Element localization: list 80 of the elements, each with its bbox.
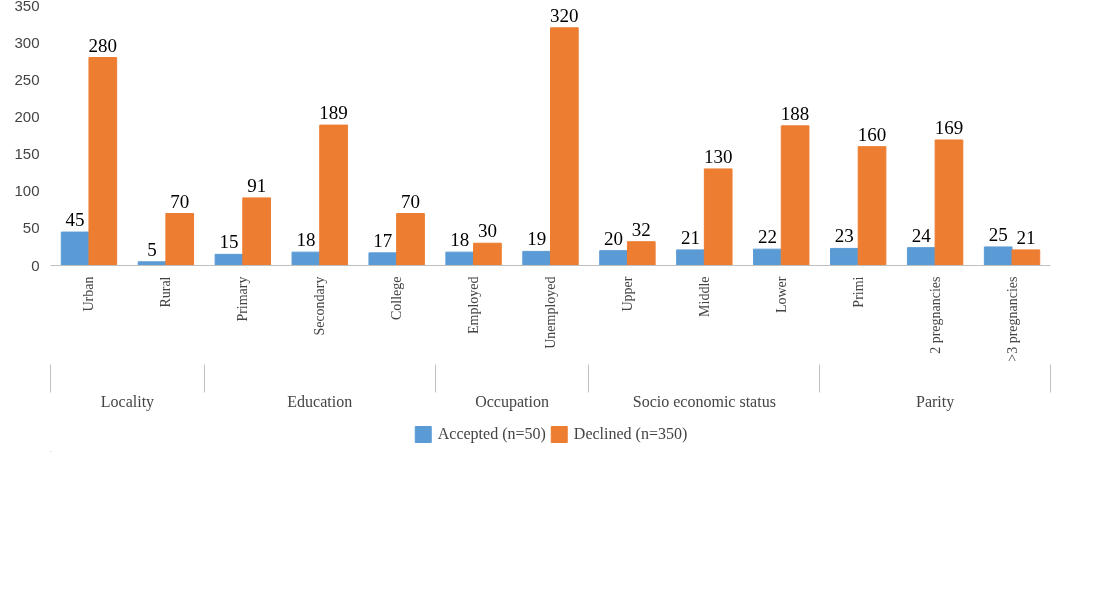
data-label: 91 [247, 174, 267, 196]
bar [88, 57, 118, 266]
data-label: 280 [88, 34, 118, 56]
data-label: 18 [296, 229, 316, 251]
text: Parity [916, 392, 955, 411]
text: Socio economic status [632, 392, 776, 410]
x-tick-label: Secondary [312, 276, 328, 336]
bar [60, 231, 90, 266]
x-tick-label: Upper [619, 276, 635, 312]
bar [137, 261, 167, 266]
bar [983, 246, 1013, 266]
y-tick-label: 50 [22, 219, 40, 237]
data-label: 30 [477, 220, 497, 242]
bar [1011, 249, 1041, 266]
y-tick-label: 250 [14, 70, 40, 88]
y-tick-label: 300 [14, 33, 40, 51]
x-tick-label: Lower [773, 276, 789, 314]
text: Occupation [475, 392, 549, 411]
data-label: 45 [65, 209, 85, 231]
data-label: 70 [170, 190, 190, 212]
bar [291, 251, 321, 266]
bar [906, 247, 936, 266]
bar [214, 253, 244, 266]
data-label: 130 [703, 145, 733, 167]
x-tick-label: Unemployed [543, 276, 558, 349]
x-tick-label: 2 pregnancies [927, 276, 943, 354]
data-label: 24 [911, 224, 932, 246]
x-tick-label: Rural [158, 276, 174, 308]
data-label: 21 [1016, 226, 1036, 248]
data-label: 32 [631, 218, 651, 240]
bar [522, 250, 551, 266]
data-label: 320 [550, 4, 579, 26]
data-label: 19 [527, 228, 547, 250]
y-tick-label: 100 [14, 182, 40, 200]
y-tick-label: 200 [14, 107, 40, 125]
data-label: 22 [757, 226, 777, 248]
legend-label: Accepted (n=50) [437, 425, 546, 443]
data-label: 160 [857, 123, 887, 145]
data-label: 5 [147, 238, 157, 260]
y-tick-label: 0 [31, 256, 40, 274]
x-tick-label: Primi [850, 276, 866, 308]
x-tick-label: College [389, 276, 405, 321]
bar [599, 250, 628, 266]
x-tick-label: Employed [466, 276, 482, 335]
x-tick-label: >3 pregnancies [1004, 276, 1020, 362]
bar [396, 213, 425, 266]
data-label: 25 [988, 223, 1008, 245]
data-label: 169 [934, 116, 964, 138]
data-label: 18 [450, 229, 470, 251]
x-tick-label: Urban [81, 276, 97, 312]
y-tick-label: 350 [14, 0, 40, 14]
text: Education [287, 392, 353, 410]
bar [445, 251, 475, 266]
x-tick-label: Primary [235, 276, 251, 322]
bar [780, 125, 810, 266]
data-label: 70 [401, 190, 420, 212]
bar [368, 252, 398, 266]
data-label: 17 [373, 229, 393, 251]
bar [626, 241, 656, 266]
data-label: 23 [834, 225, 854, 247]
bar [550, 27, 579, 266]
bar [473, 242, 502, 266]
bar [319, 124, 348, 266]
bar [830, 247, 859, 266]
bar [753, 248, 782, 266]
bar [676, 249, 705, 266]
bar [165, 213, 195, 266]
bar [242, 197, 271, 266]
data-label: 15 [219, 231, 239, 253]
x-tick-label: Middle [696, 276, 712, 317]
data-label: 188 [780, 102, 810, 124]
text: Locality [100, 392, 155, 411]
bar [857, 146, 887, 266]
data-label: 20 [604, 227, 624, 249]
y-tick-label: 150 [14, 145, 40, 163]
legend-label: Declined (n=350) [573, 425, 688, 443]
bar [703, 168, 733, 266]
data-label: 189 [319, 102, 348, 124]
data-label: 21 [681, 226, 700, 248]
bar [934, 139, 964, 266]
